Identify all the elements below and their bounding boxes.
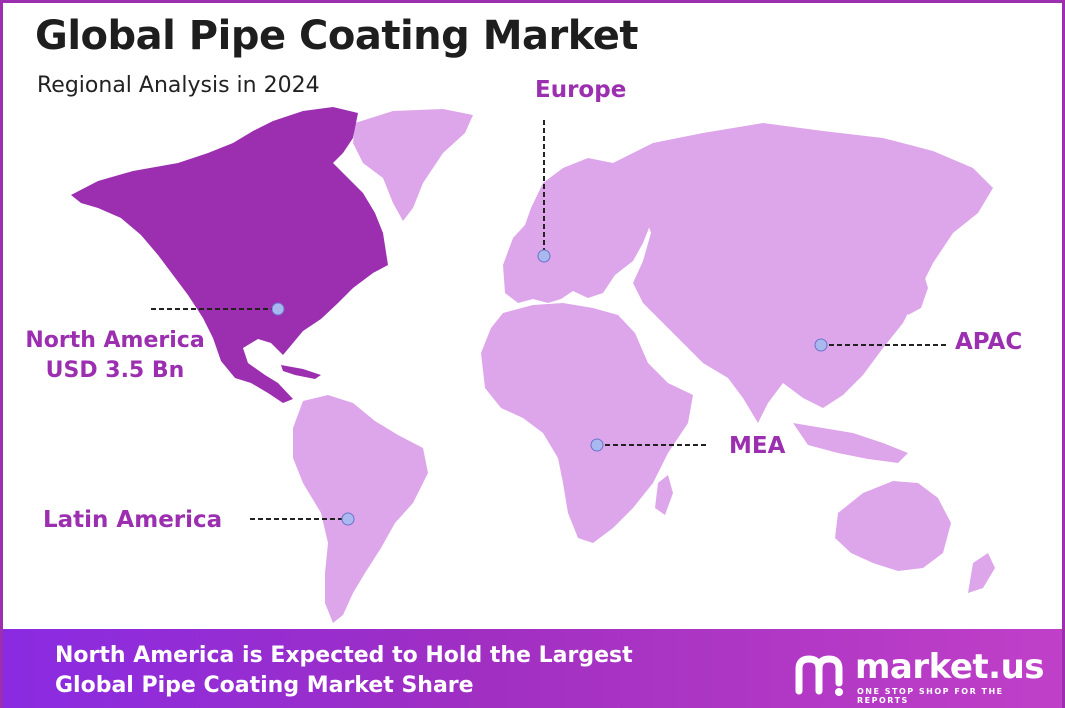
mea-label: MEA [729,433,786,459]
europe-marker [537,249,551,263]
north-america-label: North America USD 3.5 Bn [15,326,215,386]
footer-line-1: North America is Expected to Hold the La… [55,643,633,668]
apac-marker [814,338,828,352]
north-america-name: North America [25,328,205,353]
footer-line-2: Global Pipe Coating Market Share [55,673,474,698]
apac-label: APAC [955,329,1023,355]
page-title: Global Pipe Coating Market [35,13,639,59]
north-america-marker [271,302,285,316]
world-map [71,107,995,623]
logo-name: market.us [855,647,1045,687]
footer-text: North America is Expected to Hold the La… [55,641,633,701]
australia-shape [835,481,951,571]
page-subtitle: Regional Analysis in 2024 [37,73,320,98]
new-zealand-shape [968,553,995,593]
footer-banner: North America is Expected to Hold the La… [3,629,1062,708]
caribbean-shape [281,365,321,379]
south-america-shape [293,395,428,623]
market-us-logo-icon [795,655,843,696]
europe-label: Europe [535,77,627,103]
market-us-logo: market.us ONE STOP SHOP FOR THE REPORTS [793,647,1045,705]
southeast-asia-shape [793,423,908,463]
latin-america-label: Latin America [43,507,223,533]
north-america-shape [71,107,388,403]
north-america-value: USD 3.5 Bn [45,358,185,383]
africa-shape [481,303,693,543]
mea-marker [590,438,604,452]
europe-shape [503,158,651,303]
greenland-shape [353,109,473,221]
latin-america-marker [341,512,355,526]
japan-shape [903,265,928,315]
logo-tagline: ONE STOP SHOP FOR THE REPORTS [857,687,1004,705]
asia-shape [613,123,993,423]
madagascar-shape [655,475,673,515]
